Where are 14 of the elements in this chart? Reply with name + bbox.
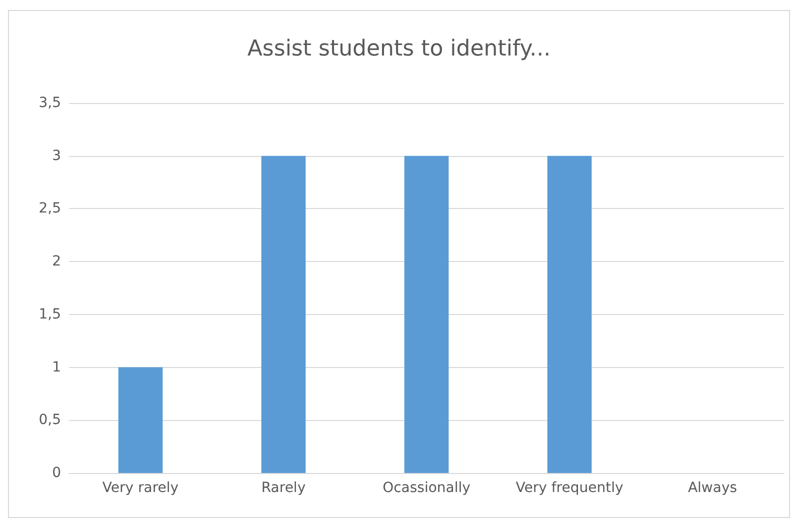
- y-tick-label: 2: [52, 254, 61, 270]
- x-tick-label: Very frequently: [516, 480, 624, 496]
- y-tick-label: 0: [52, 465, 61, 481]
- y-tick-label: 1: [52, 359, 61, 376]
- y-tick-label: 1,5: [38, 306, 61, 322]
- y-tick-label: 2,5: [38, 200, 61, 217]
- x-tick-label: Rarely: [261, 480, 306, 496]
- chart-title: Assist students to identify...: [247, 36, 551, 62]
- y-tick-label: 3,5: [38, 95, 61, 111]
- y-tick-label: 3: [52, 148, 61, 164]
- x-tick-label: Ocassionally: [382, 480, 470, 496]
- x-tick-label: Very rarely: [102, 480, 179, 496]
- x-tick-label: Always: [688, 480, 738, 496]
- y-tick-label: 0,5: [38, 412, 61, 428]
